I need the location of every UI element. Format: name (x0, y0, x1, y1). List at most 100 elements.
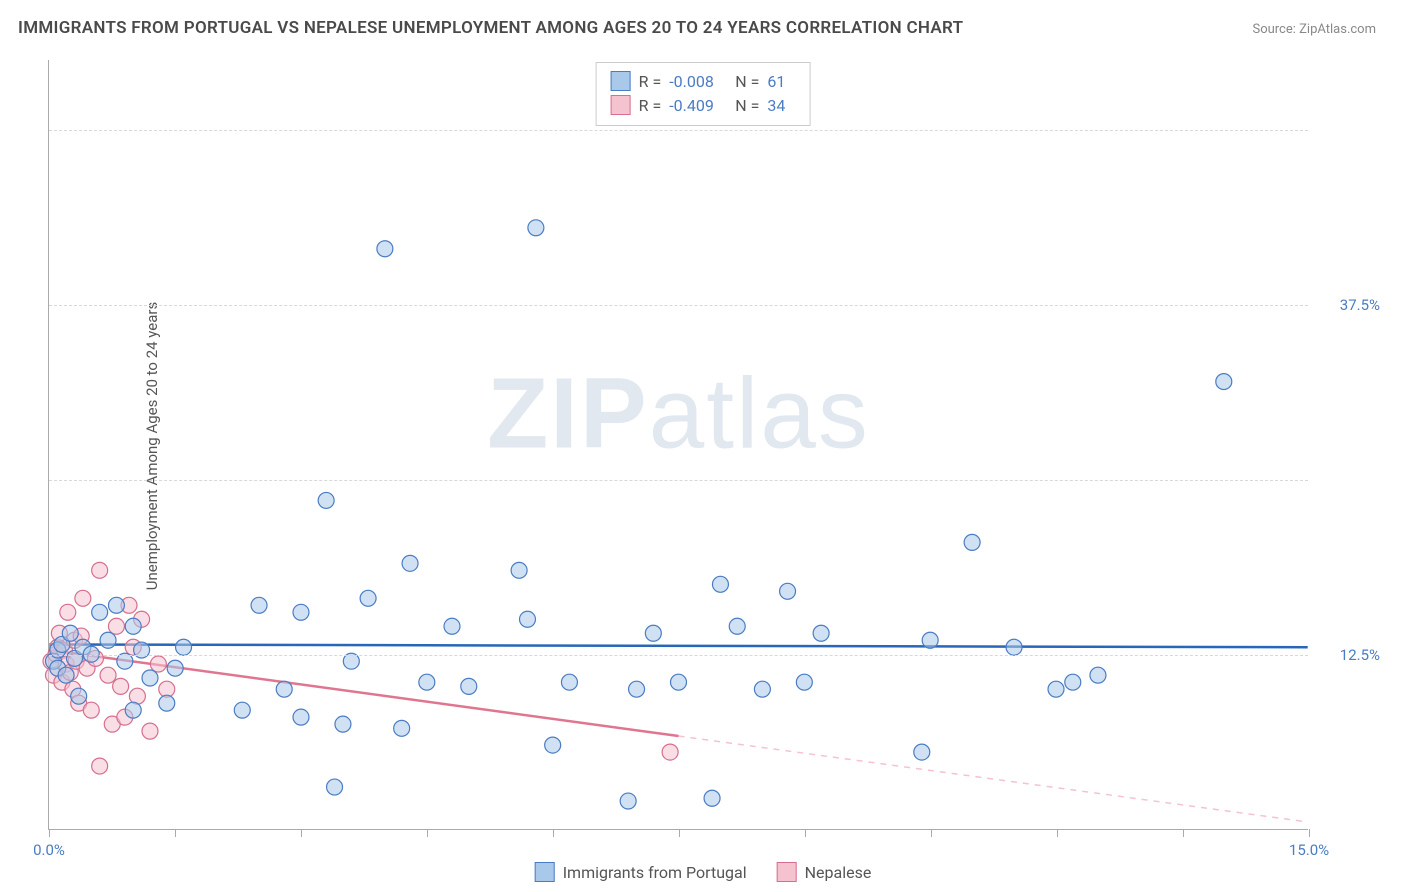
x-tick (679, 829, 680, 837)
data-point (1090, 667, 1106, 683)
data-point (511, 562, 527, 578)
x-tick (301, 829, 302, 837)
data-point (293, 709, 309, 725)
data-point (1048, 681, 1064, 697)
data-point (671, 674, 687, 690)
grid-line (49, 305, 1308, 306)
data-point (83, 702, 99, 718)
swatch-blue (535, 862, 555, 882)
data-point (520, 611, 536, 627)
n-label: N = (735, 72, 759, 91)
grid-line (49, 130, 1308, 131)
data-point (1006, 639, 1022, 655)
x-tick (427, 829, 428, 837)
data-point (780, 583, 796, 599)
data-point (402, 555, 418, 571)
data-point (71, 688, 87, 704)
data-point (444, 618, 460, 634)
data-point (176, 639, 192, 655)
data-point (100, 667, 116, 683)
swatch-blue (611, 71, 631, 91)
data-point (293, 604, 309, 620)
data-point (142, 670, 158, 686)
grid-line (49, 480, 1308, 481)
legend-label-portugal: Immigrants from Portugal (563, 863, 747, 882)
r-label: R = (639, 72, 662, 91)
data-point (108, 618, 124, 634)
r-value-nepalese: -0.409 (669, 96, 727, 115)
data-point (159, 695, 175, 711)
legend-label-nepalese: Nepalese (805, 863, 872, 882)
data-point (92, 604, 108, 620)
data-point (62, 625, 78, 641)
data-point (142, 723, 158, 739)
data-point (92, 758, 108, 774)
data-point (629, 681, 645, 697)
legend-item-portugal: Immigrants from Portugal (535, 862, 747, 882)
x-tick-label: 0.0% (33, 841, 65, 859)
data-point (1216, 374, 1232, 390)
n-label: N = (735, 96, 759, 115)
data-point (335, 716, 351, 732)
data-point (60, 604, 76, 620)
data-point (729, 618, 745, 634)
data-point (813, 625, 829, 641)
x-tick (175, 829, 176, 837)
data-point (712, 576, 728, 592)
x-tick (1183, 829, 1184, 837)
data-point (964, 534, 980, 550)
swatch-pink (777, 862, 797, 882)
data-point (167, 660, 183, 676)
data-point (327, 779, 343, 795)
data-point (394, 720, 410, 736)
data-point (796, 674, 812, 690)
x-tick (1309, 829, 1310, 837)
x-tick (931, 829, 932, 837)
data-point (100, 632, 116, 648)
plot-svg (49, 60, 1308, 829)
data-point (58, 667, 74, 683)
data-point (276, 681, 292, 697)
data-point (754, 681, 770, 697)
scatter-plot: ZIPatlas 12.5%37.5%0.0%15.0% (48, 60, 1308, 830)
data-point (92, 562, 108, 578)
data-point (620, 793, 636, 809)
r-value-portugal: -0.008 (669, 72, 727, 91)
data-point (1065, 674, 1081, 690)
y-tick-label: 37.5% (1340, 296, 1380, 314)
data-point (251, 597, 267, 613)
data-point (125, 618, 141, 634)
series-legend: Immigrants from Portugal Nepalese (535, 862, 872, 882)
data-point (318, 492, 334, 508)
source-attribution: Source: ZipAtlas.com (1252, 22, 1376, 37)
data-point (419, 674, 435, 690)
x-tick-label: 15.0% (1289, 841, 1329, 859)
swatch-pink (611, 95, 631, 115)
data-point (360, 590, 376, 606)
data-point (108, 597, 124, 613)
data-point (377, 241, 393, 257)
x-tick (553, 829, 554, 837)
chart-title: IMMIGRANTS FROM PORTUGAL VS NEPALESE UNE… (18, 18, 963, 38)
n-value-nepalese: 34 (767, 96, 795, 115)
data-point (545, 737, 561, 753)
data-point (922, 632, 938, 648)
data-point (561, 674, 577, 690)
data-point (704, 790, 720, 806)
legend-item-nepalese: Nepalese (777, 862, 872, 882)
data-point (645, 625, 661, 641)
x-tick (805, 829, 806, 837)
data-point (528, 220, 544, 236)
correlation-legend: R = -0.008 N = 61 R = -0.409 N = 34 (596, 62, 811, 126)
legend-row-portugal: R = -0.008 N = 61 (611, 69, 796, 93)
data-point (662, 744, 678, 760)
data-point (234, 702, 250, 718)
data-point (150, 656, 166, 672)
data-point (125, 702, 141, 718)
data-point (113, 678, 129, 694)
data-point (914, 744, 930, 760)
x-tick (49, 829, 50, 837)
r-label: R = (639, 96, 662, 115)
n-value-portugal: 61 (767, 72, 795, 91)
y-tick-label: 12.5% (1340, 646, 1380, 664)
